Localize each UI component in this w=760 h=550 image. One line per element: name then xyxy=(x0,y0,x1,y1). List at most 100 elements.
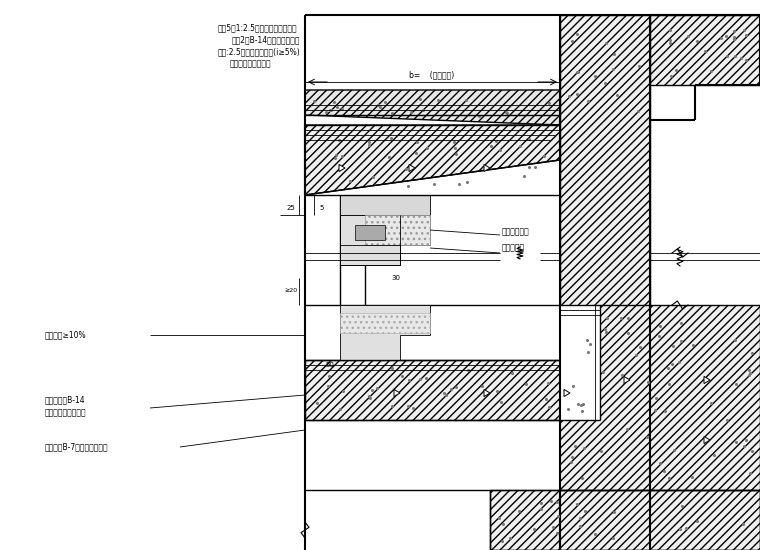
Point xyxy=(721,51,733,60)
Point xyxy=(492,514,505,522)
Point xyxy=(746,348,758,357)
Point xyxy=(336,152,348,161)
Polygon shape xyxy=(564,389,570,397)
Text: 断桥铝型材B-14: 断桥铝型材B-14 xyxy=(45,395,86,404)
Point xyxy=(743,371,755,380)
Point xyxy=(675,319,687,328)
Polygon shape xyxy=(340,313,430,333)
Point xyxy=(547,522,559,531)
Point xyxy=(543,403,555,412)
Point xyxy=(705,399,717,408)
Point xyxy=(363,392,375,400)
Point xyxy=(496,536,508,545)
Point xyxy=(333,136,345,145)
Point xyxy=(494,146,506,155)
Point xyxy=(738,26,750,35)
Polygon shape xyxy=(409,164,415,172)
Point xyxy=(565,457,577,466)
Point xyxy=(535,505,547,514)
Point xyxy=(311,399,323,408)
Point xyxy=(325,106,337,114)
Point xyxy=(571,68,583,77)
Point xyxy=(401,165,413,174)
Point xyxy=(329,154,341,163)
Point xyxy=(450,149,462,158)
Point xyxy=(667,342,679,350)
Point xyxy=(633,62,645,70)
Point xyxy=(383,153,395,162)
Point xyxy=(322,371,334,380)
Point xyxy=(744,468,756,477)
Point xyxy=(385,134,397,142)
Point xyxy=(582,348,594,357)
Point xyxy=(730,380,742,389)
Point xyxy=(680,524,692,532)
Polygon shape xyxy=(365,215,430,245)
Point xyxy=(529,163,541,172)
Point xyxy=(589,529,601,538)
Text: 铝板龙骨框架: 铝板龙骨框架 xyxy=(502,228,530,236)
Point xyxy=(528,524,540,533)
Point xyxy=(579,507,591,515)
Point xyxy=(675,337,687,345)
Point xyxy=(402,182,414,190)
Point xyxy=(550,529,562,537)
Point xyxy=(662,364,674,372)
Point xyxy=(328,98,340,107)
Point xyxy=(622,328,634,337)
Polygon shape xyxy=(355,225,385,240)
Point xyxy=(599,79,611,87)
Point xyxy=(551,497,563,506)
Text: 5: 5 xyxy=(320,205,325,211)
Point xyxy=(367,173,379,182)
Text: 弹性水泥砂浆防水层: 弹性水泥砂浆防水层 xyxy=(45,409,87,417)
Point xyxy=(420,373,432,382)
Polygon shape xyxy=(704,436,710,444)
Point xyxy=(730,438,743,447)
Point xyxy=(606,64,619,73)
Point xyxy=(667,360,679,368)
Point xyxy=(523,134,535,143)
Point xyxy=(599,325,611,334)
Point xyxy=(665,72,677,81)
Point xyxy=(740,56,752,64)
Point xyxy=(600,39,612,48)
Polygon shape xyxy=(560,305,600,420)
Point xyxy=(363,394,375,403)
Point xyxy=(543,99,555,108)
Point xyxy=(744,368,756,377)
Text: 30: 30 xyxy=(391,275,401,281)
Text: 抹灰5厚1:2.5钢刷水泥砂浆找坡层: 抹灰5厚1:2.5钢刷水泥砂浆找坡层 xyxy=(218,24,298,32)
Point xyxy=(705,67,717,75)
Point xyxy=(537,152,549,161)
Point xyxy=(545,496,557,505)
Point xyxy=(336,104,348,113)
Point xyxy=(572,68,584,76)
Point xyxy=(608,50,620,58)
Point xyxy=(663,36,676,45)
Point xyxy=(428,179,440,188)
Point xyxy=(330,150,342,159)
Point xyxy=(608,507,620,516)
Point xyxy=(513,507,525,515)
Text: 抹灰:2.5水泥砂浆找坡层(i≥5%): 抹灰:2.5水泥砂浆找坡层(i≥5%) xyxy=(218,47,301,57)
Point xyxy=(743,366,755,375)
Point xyxy=(453,180,465,189)
Polygon shape xyxy=(704,376,710,383)
Point xyxy=(682,31,695,40)
Point xyxy=(396,372,408,381)
Point xyxy=(651,394,663,403)
Point xyxy=(659,406,671,415)
Point xyxy=(739,30,752,39)
Polygon shape xyxy=(560,15,650,550)
Point xyxy=(578,400,590,409)
Point xyxy=(654,458,667,467)
Point xyxy=(562,404,575,413)
Polygon shape xyxy=(339,164,345,172)
Point xyxy=(569,441,581,450)
Polygon shape xyxy=(305,360,560,420)
Point xyxy=(664,25,676,34)
Point xyxy=(497,519,509,528)
Point xyxy=(405,107,417,116)
Point xyxy=(324,106,336,114)
